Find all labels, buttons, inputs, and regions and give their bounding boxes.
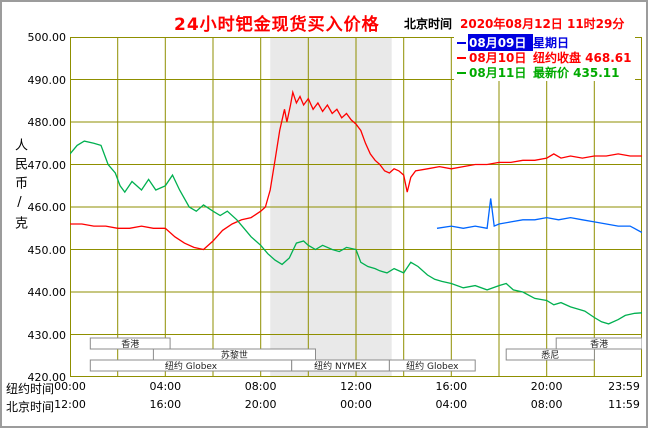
newyork-time-tick: 08:00 <box>244 380 277 393</box>
legend-color-dash <box>457 71 466 74</box>
price-line-08月09日 星期日 <box>436 198 642 234</box>
legend-series-detail: 纽约收盘 468.61 <box>533 51 632 65</box>
y-tick-label: 490.00 <box>27 73 67 87</box>
y-tick-label: 460.00 <box>27 201 67 214</box>
legend-row-1: 08月10日 纽约收盘 468.61 <box>457 50 632 65</box>
session-box <box>505 348 595 361</box>
newyork-time-tick: 20:00 <box>530 380 563 393</box>
session-box <box>89 337 171 350</box>
page-title: 24小时钯金现货买入价格 <box>174 15 380 35</box>
beijing-time-tick: 12:00 <box>54 398 86 411</box>
legend-color-dash <box>457 41 466 44</box>
y-tick-label: 480.00 <box>27 116 67 129</box>
legend-series-detail: 最新价 435.11 <box>533 66 620 80</box>
beijing-time-tick: 11:59 <box>608 398 640 411</box>
beijing-time-tick: 08:00 <box>530 398 563 411</box>
x-axis-beijing-row: 北京时间 12:00 16:00 20:00 00:00 04:00 08:00 11:59 <box>2 398 646 414</box>
chart-legend: 08月09日 星期日 08月10日 纽约收盘 468.61 08月11日 最新价 435.… <box>454 34 635 81</box>
y-tick-label: 450.00 <box>27 243 67 257</box>
y-tick-label: 430.00 <box>27 328 67 342</box>
session-box-label: 纽约 Globex <box>406 360 459 372</box>
beijing-time-tick: 16:00 <box>149 398 182 411</box>
session-box-label: 香港 <box>590 338 608 350</box>
newyork-time-tick: 16:00 <box>435 380 468 393</box>
beijing-time-row-label: 北京时间 <box>6 400 55 414</box>
y-tick-label: 470.00 <box>27 158 67 172</box>
chart-plot-area: 香港 苏黎世 纽约 Globex 纽约 NYMEX 纽约 Globex 悉尼 香港 <box>70 37 642 377</box>
beijing-time-value: 2020年08月12日 11时29分 <box>460 17 625 31</box>
y-tick-label: 420.00 <box>27 371 67 384</box>
session-box-label: 纽约 NYMEX <box>314 360 367 372</box>
legend-row-0: 08月09日 星期日 <box>457 34 632 51</box>
session-box-label: 悉尼 <box>541 349 559 361</box>
session-box-label: 香港 <box>121 338 139 350</box>
session-box-label: 苏黎世 <box>221 349 248 361</box>
x-axis-newyork-row: 纽约时间 00:00 04:00 08:00 12:00 16:00 20:00 23:59 <box>2 380 646 396</box>
y-tick-label: 440.00 <box>27 286 67 299</box>
price-line-08月11日 最新价 435.11 <box>70 140 642 325</box>
legend-color-dash <box>457 56 466 59</box>
legend-series-detail: 星期日 <box>533 36 570 50</box>
session-box <box>388 359 476 372</box>
beijing-time-tick: 00:00 <box>340 398 372 411</box>
newyork-time-tick: 04:00 <box>149 380 182 393</box>
session-box-label: 纽约 Globex <box>165 360 218 372</box>
newyork-time-row-label: 纽约时间 <box>6 382 55 396</box>
beijing-time-tick: 20:00 <box>244 398 277 411</box>
newyork-time-tick: 12:00 <box>340 380 372 393</box>
y-tick-label: 500.00 <box>27 31 67 44</box>
beijing-time-tick: 04:00 <box>435 398 468 411</box>
legend-series-label: 08月11日 <box>469 66 527 80</box>
legend-series-label: 08月09日 <box>468 34 533 51</box>
y-axis-unit-label: 人民币/克 <box>12 138 27 235</box>
beijing-time-label: 北京时间 <box>404 17 453 31</box>
session-box <box>555 337 642 350</box>
legend-row-2: 08月11日 最新价 435.11 <box>457 65 632 80</box>
newyork-time-tick: 00:00 <box>54 380 86 393</box>
legend-series-label: 08月10日 <box>469 51 527 65</box>
grid-lines <box>70 37 642 377</box>
price-line-08月10日 纽约收盘 468.61 <box>70 89 642 251</box>
newyork-time-tick: 23:59 <box>608 380 640 393</box>
plot-border <box>70 37 642 377</box>
